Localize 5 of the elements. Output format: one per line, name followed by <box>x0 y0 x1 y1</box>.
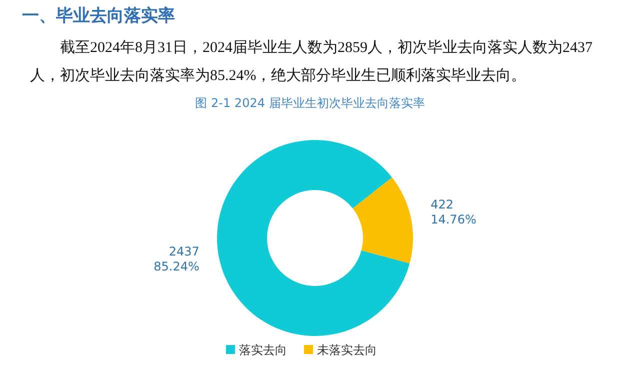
legend-label: 落实去向 <box>239 343 287 357</box>
annotation: 截至2024年8月31日，2024届毕业生人数为2859人，初次毕业去向落实人数为2437人，初次毕业去向落实率为85.24%，绝大部分毕业生已顺利落实毕业去向。 <box>30 38 594 86</box>
legend-label: 未落实去向 <box>317 343 377 357</box>
title: 一、毕业去向落实率 <box>22 5 175 27</box>
subtitle: 图 2-1 2024 届毕业生初次毕业去向落实率 <box>194 95 426 112</box>
